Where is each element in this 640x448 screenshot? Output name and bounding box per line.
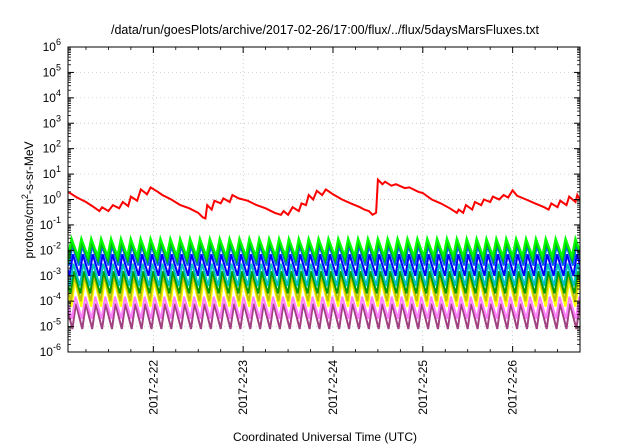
y-tick-base: 10 [43,91,57,105]
y-tick-exponent: 6 [56,37,61,47]
y-tick-exponent: 3 [56,113,61,123]
sawtooth-series-line [68,238,580,265]
y-tick-base: 10 [40,345,54,359]
sawtooth-series-line [68,296,580,320]
y-tick-exponent: 4 [56,88,61,98]
y-tick-exponent: -6 [53,342,61,352]
y-tick-label: 10-2 [40,240,61,257]
y-axis-label: protons/cm2-s-sr-MeV [20,141,36,258]
y-tick-label: 106 [43,37,61,54]
x-tick-label: 2017-2-24 [326,360,340,415]
y-tick-label: 101 [43,164,61,181]
y-tick-label: 10-1 [40,215,61,232]
y-tick-label: 10-5 [40,317,61,334]
y-tick-exponent: 1 [56,164,61,174]
y-tick-base: 10 [40,218,54,232]
y-tick-exponent: -3 [53,266,61,276]
y-tick-base: 10 [40,320,54,334]
y-tick-label: 105 [43,62,61,79]
chart-title: /data/run/goesPlots/archive/2017-02-26/1… [111,23,540,37]
y-tick-label: 10-4 [40,291,61,308]
y-tick-label: 103 [43,113,61,130]
y-tick-base: 10 [43,193,57,207]
sawtooth-series-line [68,234,580,260]
sawtooth-series-line [68,263,580,287]
y-tick-exponent: -1 [53,215,61,225]
y-axis-ticks: 10-610-510-410-310-210-11001011021031041… [40,37,580,359]
y-tick-base: 10 [40,269,54,283]
y-tick-exponent: 0 [56,190,61,200]
x-axis-label: Coordinated Universal Time (UTC) [233,430,417,444]
x-tick-label: 2017-2-22 [146,360,160,415]
y-tick-label: 102 [43,139,61,156]
y-tick-base: 10 [43,40,57,54]
y-tick-label: 104 [43,88,61,105]
y-tick-base: 10 [43,167,57,181]
series-group [68,177,580,330]
y-tick-base: 10 [40,294,54,308]
sawtooth-series-line [68,303,580,330]
x-axis-ticks: 2017-2-22 2017-2-23 2017-2-24 2017-2-25 2017… [85,47,581,415]
y-tick-base: 10 [40,243,54,257]
x-tick-label: 2017-2-26 [506,360,520,415]
y-label-part-1: protons/cm [22,199,36,258]
sawtooth-series-line [68,271,580,294]
y-tick-exponent: -2 [53,240,61,250]
y-tick-base: 10 [43,142,57,156]
y-label-superscript: 2 [20,194,30,199]
x-tick-label: 2017-2-25 [416,360,430,415]
y-tick-base: 10 [43,116,57,130]
y-tick-exponent: -4 [53,291,61,301]
sawtooth-series-line [68,254,580,277]
red-series-line [68,177,580,220]
y-tick-label: 10-3 [40,266,61,283]
x-tick-label: 2017-2-23 [236,360,250,415]
data-series [68,177,580,330]
y-tick-label: 100 [43,190,61,207]
y-tick-exponent: 2 [56,139,61,149]
y-tick-exponent: 5 [56,62,61,72]
y-label-part-2: -s-sr-MeV [22,141,36,194]
y-tick-exponent: -5 [53,317,61,327]
y-tick-label: 10-6 [40,342,61,359]
y-tick-base: 10 [43,65,57,79]
